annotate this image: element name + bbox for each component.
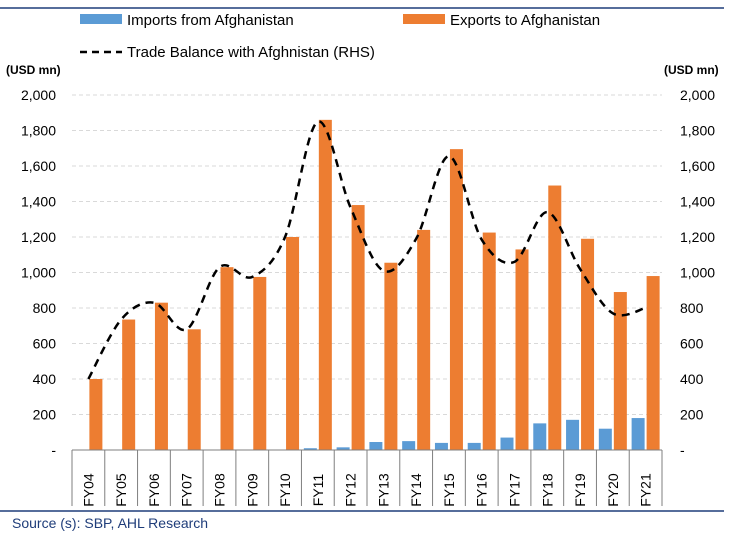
y-axis-label-right: (USD mn) [664, 63, 719, 77]
bar-imports [533, 423, 547, 450]
x-axis: FY04 FY05 FY06 FY07 FY08 FY09 FY10 FY11 FY12 FY13… [71, 449, 663, 507]
x-tick-label: FY09 [244, 473, 260, 507]
balance-line [87, 120, 646, 380]
bar-imports [303, 448, 317, 450]
bar-imports [434, 442, 448, 450]
bar-imports [500, 437, 514, 450]
x-tick-label: FY17 [507, 473, 523, 507]
bar-imports [631, 418, 645, 450]
bar-exports [613, 292, 627, 450]
y-tick-label-left: 400 [33, 371, 57, 387]
x-tick-label: FY08 [212, 473, 228, 507]
y-tick-label-left: 600 [33, 336, 57, 352]
x-tick-label: FY18 [539, 473, 555, 507]
bar-exports [187, 329, 201, 450]
bar-exports [548, 185, 562, 450]
bar-exports [581, 238, 595, 450]
y-tick-label-left: 200 [33, 407, 57, 423]
y-tick-label-left: 1,000 [21, 265, 56, 281]
bar-imports [598, 428, 612, 450]
y-tick-label-right: 1,200 [680, 229, 715, 245]
x-tick-label: FY15 [441, 473, 457, 507]
legend-label-exports: Exports to Afghanistan [450, 12, 600, 29]
bar-imports [467, 442, 481, 450]
x-tick-label: FY21 [638, 473, 654, 507]
axis-ticks: - - 200 200 400 400 600 600 800 800 1,000 1,000 1,20… [21, 87, 715, 458]
legend-swatch-exports [403, 14, 445, 24]
y-tick-label-right: - [680, 442, 685, 458]
y-tick-label-left: 800 [33, 300, 57, 316]
x-tick-label: FY10 [277, 473, 293, 507]
x-tick-label: FY14 [408, 473, 424, 507]
y-tick-label-left: 1,400 [21, 194, 56, 210]
bar-exports [384, 262, 398, 450]
y-tick-label-right: 800 [680, 300, 704, 316]
y-tick-label-right: 1,000 [680, 265, 715, 281]
y-tick-label-right: 1,600 [680, 158, 715, 174]
x-tick-label: FY16 [474, 473, 490, 507]
y-tick-label-left: 1,800 [21, 123, 56, 139]
legend-label-imports: Imports from Afghanistan [127, 12, 294, 29]
bars [89, 119, 660, 450]
y-tick-label-right: 400 [680, 371, 704, 387]
y-axis-label-left: (USD mn) [6, 63, 61, 77]
bar-exports [253, 276, 267, 450]
bar-exports [220, 267, 234, 450]
bar-exports [515, 249, 529, 450]
bar-exports [122, 319, 136, 450]
y-tick-label-right: 1,400 [680, 194, 715, 210]
gridlines [72, 94, 662, 415]
bar-exports [482, 232, 496, 450]
x-tick-label: FY20 [605, 473, 621, 507]
bar-imports [369, 442, 383, 450]
x-tick-label: FY06 [146, 473, 162, 507]
x-tick-label: FY04 [80, 473, 96, 507]
bar-exports [351, 205, 365, 450]
y-tick-label-right: 200 [680, 407, 704, 423]
x-tick-label: FY13 [375, 473, 391, 507]
bar-imports [566, 419, 580, 450]
y-tick-label-left: - [51, 442, 56, 458]
bar-exports [646, 276, 660, 450]
bar-exports [89, 379, 103, 450]
x-tick-label: FY11 [310, 474, 326, 507]
y-tick-label-right: 600 [680, 336, 704, 352]
legend: Imports from Afghanistan Exports to Afgh… [80, 12, 600, 61]
bar-exports [417, 229, 431, 450]
bar-exports [154, 302, 168, 450]
y-tick-label-left: 1,200 [21, 229, 56, 245]
x-tick-label: FY07 [179, 473, 195, 507]
bar-exports [318, 119, 332, 450]
y-tick-label-left: 1,600 [21, 158, 56, 174]
bar-exports [286, 237, 300, 450]
y-tick-label-right: 2,000 [680, 87, 715, 103]
series-line-balance [87, 120, 646, 380]
source-note: Source (s): SBP, AHL Research [12, 515, 209, 531]
bar-exports [449, 149, 463, 450]
bar-imports [336, 447, 350, 450]
legend-label-balance: Trade Balance with Afghnistan (RHS) [127, 44, 375, 61]
y-tick-label-right: 1,800 [680, 123, 715, 139]
x-tick-label: FY05 [113, 473, 129, 507]
x-tick-label: FY19 [572, 473, 588, 507]
bar-imports [402, 441, 416, 450]
x-tick-label: FY12 [343, 473, 359, 507]
y-tick-label-left: 2,000 [21, 87, 56, 103]
legend-swatch-imports [80, 14, 122, 24]
